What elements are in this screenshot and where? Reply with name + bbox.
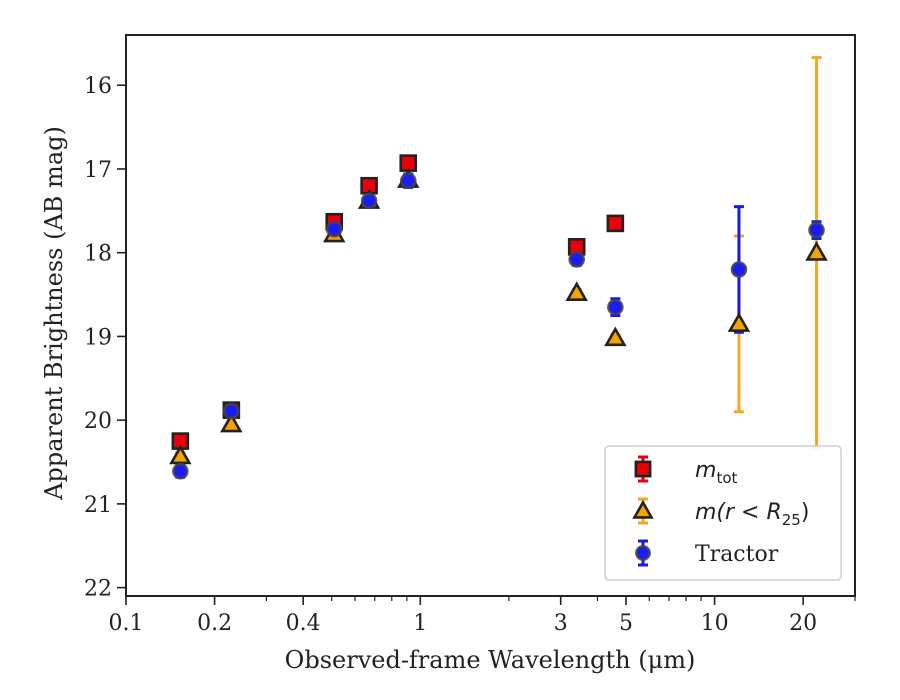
y-tick-label: 22 [84,577,112,602]
series-1-point [727,312,751,332]
series-2-point [325,220,343,238]
axes: 0.1 0.2 0.4 1 3 5 10 20 16 17 18 19 20 21 22 [84,34,856,636]
y-tick-label: 19 [84,325,112,350]
series-2-point [808,221,825,239]
y-tick-label: 21 [84,493,112,518]
y-tick-label: 18 [84,242,112,267]
legend-box [604,445,842,581]
legend-entry-2: Tractor [635,539,779,567]
x-tick-label: 0.4 [286,611,321,636]
legend-label-2: Tractor [695,542,779,567]
x-tick-label: 20 [789,611,817,636]
series-1-point [169,444,192,465]
x-axis-label: Observed-frame Wavelength (μm) [285,646,696,674]
y-tick-label: 16 [84,74,112,99]
legend-entry-0: mtot [634,455,737,487]
y-axis-label: Apparent Brightness (AB mag) [40,126,68,501]
series-2-point [223,402,240,420]
legend-label-main: m [695,458,716,483]
series-2-point [607,298,624,316]
series-2-point [568,251,586,268]
series-1-point [604,326,627,347]
legend-marker-2 [635,545,651,561]
series-2-point [172,462,189,480]
x-tick-label: 10 [701,611,729,636]
series-1-point [220,412,243,433]
legend-label-main: m(r < R [695,500,782,525]
y-tick-label: 20 [84,409,112,434]
x-tick-label: 0.1 [109,611,144,636]
x-tick-label: 5 [619,611,633,636]
plot-frame [125,34,856,597]
legend-marker-0 [634,460,652,478]
plot-content [169,56,828,480]
legend: mtot m(r < R25) Tractor [604,445,842,581]
series-1-point [565,281,588,301]
y-tick-label: 17 [84,158,112,183]
series-0-point [606,214,625,233]
x-tick-label: 1 [413,611,427,636]
legend-label-subscript: 25 [782,511,801,529]
series-2-point [399,172,417,189]
series-2-point [360,192,378,210]
legend-label-1: m(r < R25) [695,500,809,529]
legend-label-end: ) [801,500,810,525]
legend-label-0: mtot [695,458,737,487]
series-2-point [730,261,748,278]
x-tick-label: 3 [554,611,568,636]
legend-label-subscript: tot [716,469,737,487]
legend-entry-1: m(r < R25) [632,497,809,529]
series-1-point [805,241,828,261]
x-tick-label: 0.2 [197,611,232,636]
legend-marker-1 [632,499,654,519]
